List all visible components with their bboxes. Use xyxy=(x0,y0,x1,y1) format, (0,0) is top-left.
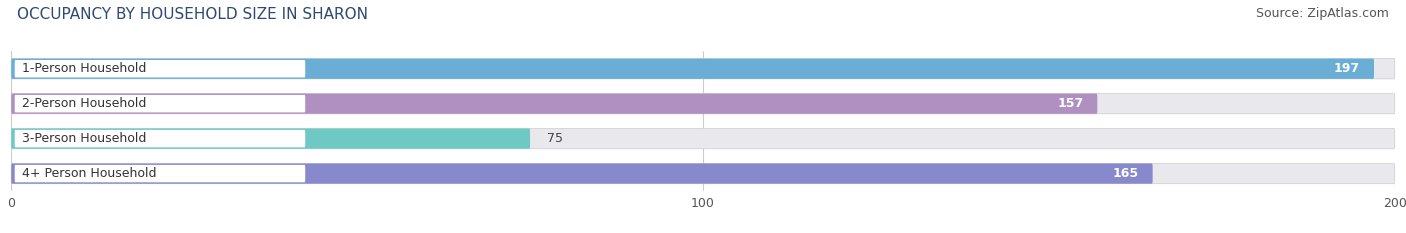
FancyBboxPatch shape xyxy=(11,164,1395,184)
Text: 4+ Person Household: 4+ Person Household xyxy=(21,167,156,180)
FancyBboxPatch shape xyxy=(11,164,1153,184)
FancyBboxPatch shape xyxy=(11,129,530,149)
FancyBboxPatch shape xyxy=(14,130,305,147)
Text: 1-Person Household: 1-Person Household xyxy=(21,62,146,75)
Text: OCCUPANCY BY HOUSEHOLD SIZE IN SHARON: OCCUPANCY BY HOUSEHOLD SIZE IN SHARON xyxy=(17,7,368,22)
FancyBboxPatch shape xyxy=(11,59,1395,79)
FancyBboxPatch shape xyxy=(11,59,1374,79)
FancyBboxPatch shape xyxy=(11,129,1395,149)
FancyBboxPatch shape xyxy=(11,93,1395,114)
Text: Source: ZipAtlas.com: Source: ZipAtlas.com xyxy=(1256,7,1389,20)
FancyBboxPatch shape xyxy=(14,165,305,182)
FancyBboxPatch shape xyxy=(14,60,305,77)
FancyBboxPatch shape xyxy=(14,95,305,113)
Text: 157: 157 xyxy=(1057,97,1084,110)
Text: 3-Person Household: 3-Person Household xyxy=(21,132,146,145)
Text: 197: 197 xyxy=(1334,62,1360,75)
FancyBboxPatch shape xyxy=(11,93,1097,114)
Text: 75: 75 xyxy=(547,132,564,145)
Text: 2-Person Household: 2-Person Household xyxy=(21,97,146,110)
Text: 165: 165 xyxy=(1112,167,1139,180)
